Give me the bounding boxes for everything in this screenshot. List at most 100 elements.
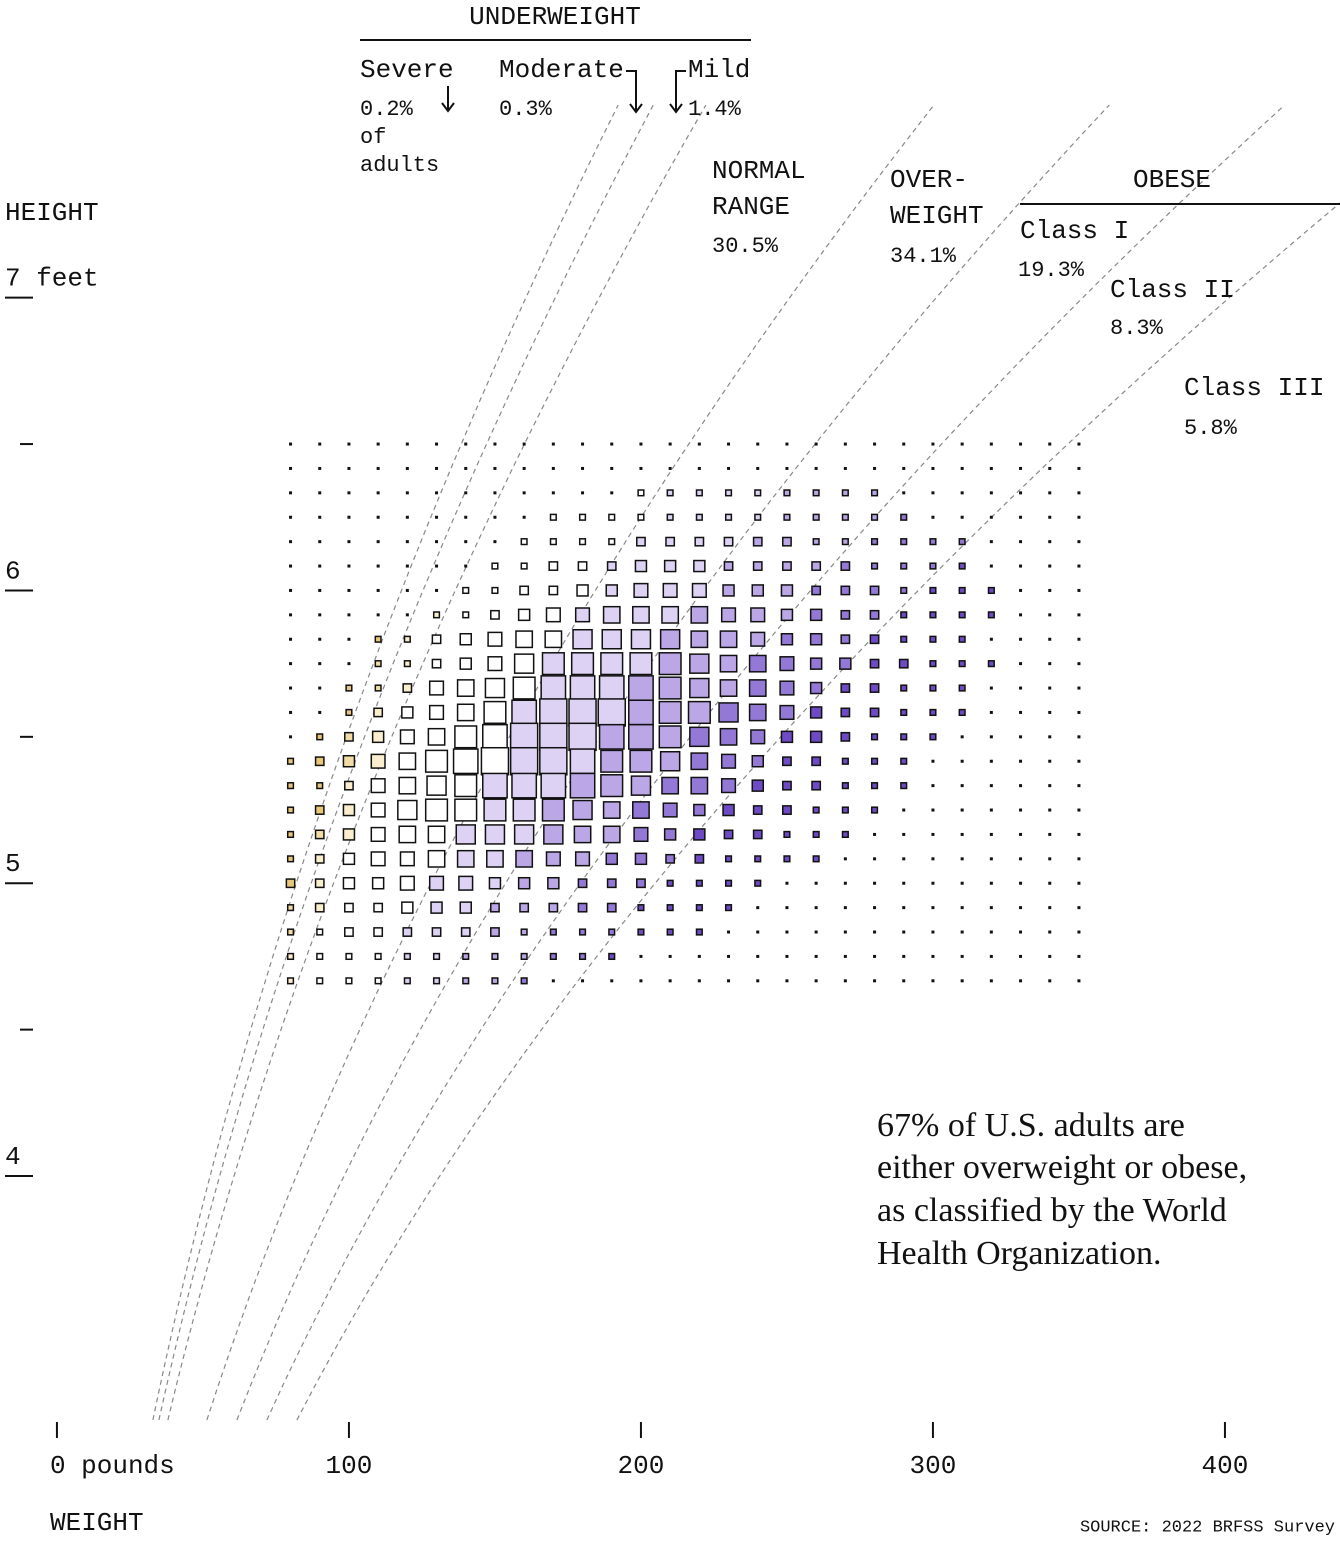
square xyxy=(398,752,417,771)
dot xyxy=(289,613,293,617)
square xyxy=(636,878,646,889)
square xyxy=(900,782,908,790)
dot xyxy=(464,540,468,544)
dot xyxy=(931,442,935,446)
square xyxy=(462,586,470,595)
square xyxy=(809,681,823,695)
dot xyxy=(581,979,585,983)
square xyxy=(958,635,966,643)
note: Health Organization. xyxy=(877,1235,1162,1272)
dot xyxy=(668,954,672,958)
square xyxy=(628,699,654,726)
square xyxy=(544,630,563,649)
square xyxy=(606,902,617,913)
square xyxy=(539,722,568,752)
dot xyxy=(931,979,935,983)
square xyxy=(754,489,762,497)
dot xyxy=(1077,588,1081,592)
note: as classified by the World xyxy=(877,1192,1227,1229)
dot xyxy=(785,906,789,910)
square xyxy=(286,757,295,765)
class-share-note: adults xyxy=(360,153,439,178)
square xyxy=(812,513,820,521)
square xyxy=(568,722,597,752)
dot xyxy=(1077,564,1081,568)
square xyxy=(602,801,621,819)
square xyxy=(900,538,908,546)
square xyxy=(929,611,937,619)
dot xyxy=(873,466,877,470)
dot xyxy=(873,906,877,910)
dot xyxy=(1019,808,1023,812)
square xyxy=(572,799,593,821)
dot xyxy=(289,710,293,714)
square xyxy=(662,802,678,818)
dot xyxy=(1048,637,1052,641)
square xyxy=(482,723,508,750)
square xyxy=(458,875,474,891)
dot xyxy=(785,979,789,983)
dot xyxy=(1077,784,1081,788)
square xyxy=(839,657,852,670)
dot xyxy=(873,930,877,934)
dot xyxy=(931,808,935,812)
square xyxy=(659,750,681,772)
square xyxy=(724,904,733,912)
square xyxy=(722,584,735,597)
square xyxy=(602,825,621,844)
square xyxy=(720,607,737,623)
square xyxy=(600,652,624,676)
dot xyxy=(1048,832,1052,836)
dot xyxy=(960,906,964,910)
dot xyxy=(1077,466,1081,470)
dot xyxy=(1077,759,1081,763)
dot xyxy=(1048,979,1052,983)
dot xyxy=(1077,954,1081,958)
square xyxy=(751,779,765,792)
dot xyxy=(493,466,497,470)
square xyxy=(545,851,561,867)
class-label: OVER- xyxy=(890,165,968,195)
dot xyxy=(435,588,439,592)
dot xyxy=(639,442,643,446)
dot xyxy=(347,564,351,568)
square xyxy=(751,584,765,597)
class-label: NORMAL xyxy=(712,156,806,186)
square xyxy=(658,725,682,749)
dot xyxy=(960,808,964,812)
dot xyxy=(756,442,760,446)
dot xyxy=(902,881,906,885)
square xyxy=(399,851,415,867)
dot xyxy=(347,540,351,544)
dot xyxy=(610,491,614,495)
class-label: WEIGHT xyxy=(890,201,984,231)
square xyxy=(723,829,734,840)
square xyxy=(719,679,738,697)
square xyxy=(958,538,966,546)
square xyxy=(427,849,446,868)
square xyxy=(719,727,738,746)
square xyxy=(780,584,794,597)
dot xyxy=(1048,540,1052,544)
square xyxy=(374,952,382,961)
dot xyxy=(1048,491,1052,495)
class-share: 19.3% xyxy=(1018,258,1085,283)
square xyxy=(345,684,353,692)
square xyxy=(574,607,591,623)
y-tick-label: 6 xyxy=(5,556,21,586)
square xyxy=(454,725,478,749)
square xyxy=(900,611,908,619)
dot xyxy=(989,784,993,788)
square xyxy=(576,584,589,597)
dot xyxy=(1077,515,1081,519)
square xyxy=(811,756,822,767)
dot xyxy=(347,466,351,470)
square xyxy=(663,559,677,573)
square xyxy=(630,628,652,650)
group-label: UNDERWEIGHT xyxy=(469,2,641,32)
square xyxy=(637,904,645,912)
class-share: 30.5% xyxy=(712,234,779,259)
dot xyxy=(1019,564,1023,568)
square xyxy=(314,829,325,840)
dot xyxy=(756,906,760,910)
